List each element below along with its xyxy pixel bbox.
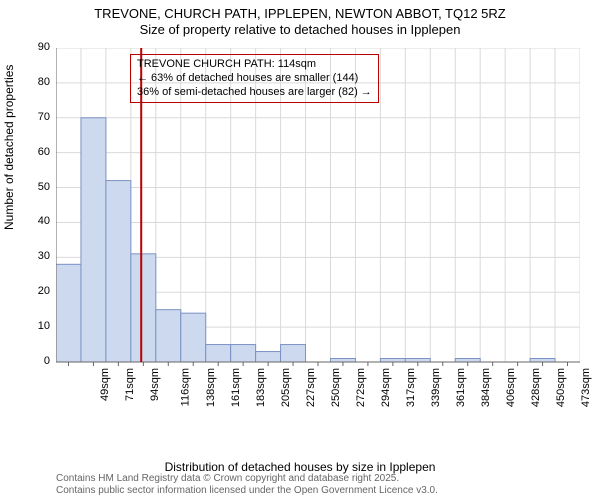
x-tick-label: 361sqm bbox=[455, 368, 467, 407]
x-tick-label: 473sqm bbox=[580, 368, 592, 407]
annotation-line-3: 36% of semi-detached houses are larger (… bbox=[137, 86, 372, 100]
histogram-bar bbox=[281, 345, 306, 362]
x-tick-label: 205sqm bbox=[280, 368, 292, 407]
x-tick-label: 428sqm bbox=[530, 368, 542, 407]
histogram-bar bbox=[530, 359, 555, 362]
x-tick-label: 294sqm bbox=[380, 368, 392, 407]
histogram-bar bbox=[380, 359, 405, 362]
x-tick-label: 406sqm bbox=[505, 368, 517, 407]
histogram-bar bbox=[455, 359, 480, 362]
histogram-bar bbox=[81, 118, 106, 362]
x-tick-label: 317sqm bbox=[405, 368, 417, 407]
x-tick-label: 116sqm bbox=[180, 368, 192, 406]
histogram-bar bbox=[231, 345, 256, 362]
footer-line-2: Contains public sector information licen… bbox=[56, 485, 438, 497]
y-tick-label: 10 bbox=[26, 320, 50, 332]
title-line-1: TREVONE, CHURCH PATH, IPPLEPEN, NEWTON A… bbox=[0, 6, 600, 22]
x-tick-label: 250sqm bbox=[330, 368, 342, 407]
y-tick-label: 0 bbox=[26, 355, 50, 367]
x-tick-label: 384sqm bbox=[480, 368, 492, 407]
histogram-bar bbox=[56, 264, 81, 362]
x-tick-label: 161sqm bbox=[230, 368, 242, 407]
annotation-box: TREVONE CHURCH PATH: 114sqm← 63% of deta… bbox=[130, 54, 379, 103]
annotation-line-2: ← 63% of detached houses are smaller (14… bbox=[137, 72, 372, 86]
title-line-2: Size of property relative to detached ho… bbox=[0, 22, 600, 38]
y-tick-label: 30 bbox=[26, 250, 50, 262]
footer-line-1: Contains HM Land Registry data © Crown c… bbox=[56, 473, 438, 485]
x-tick-label: 339sqm bbox=[430, 368, 442, 407]
histogram-bar bbox=[330, 359, 355, 362]
annotation-line-1: TREVONE CHURCH PATH: 114sqm bbox=[137, 58, 372, 72]
x-axis-label: Distribution of detached houses by size … bbox=[0, 460, 600, 474]
histogram-bar bbox=[156, 310, 181, 362]
x-tick-label: 272sqm bbox=[355, 368, 367, 407]
histogram-bar bbox=[405, 359, 430, 362]
y-tick-label: 70 bbox=[26, 111, 50, 123]
x-tick-label: 71sqm bbox=[124, 368, 136, 401]
x-tick-label: 450sqm bbox=[555, 368, 567, 407]
y-tick-label: 90 bbox=[26, 41, 50, 53]
histogram-bar bbox=[131, 254, 156, 362]
histogram-bar bbox=[181, 313, 206, 362]
x-tick-label: 138sqm bbox=[205, 368, 217, 407]
y-tick-label: 40 bbox=[26, 215, 50, 227]
x-tick-label: 94sqm bbox=[149, 368, 161, 401]
histogram-bar bbox=[106, 181, 131, 362]
chart-title: TREVONE, CHURCH PATH, IPPLEPEN, NEWTON A… bbox=[0, 0, 600, 39]
y-tick-label: 80 bbox=[26, 76, 50, 88]
attribution-footer: Contains HM Land Registry data © Crown c… bbox=[56, 473, 438, 496]
histogram-bar bbox=[256, 352, 281, 362]
x-tick-label: 183sqm bbox=[255, 368, 267, 407]
x-tick-label: 227sqm bbox=[305, 368, 317, 407]
x-tick-label: 49sqm bbox=[100, 368, 112, 401]
y-tick-label: 60 bbox=[26, 146, 50, 158]
histogram-bar bbox=[206, 345, 231, 362]
y-axis-label: Number of detached properties bbox=[2, 65, 16, 230]
y-tick-label: 50 bbox=[26, 181, 50, 193]
y-tick-label: 20 bbox=[26, 285, 50, 297]
chart-area: 010203040506070809049sqm71sqm94sqm116sqm… bbox=[56, 48, 580, 410]
